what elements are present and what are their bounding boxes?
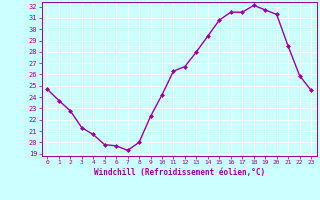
X-axis label: Windchill (Refroidissement éolien,°C): Windchill (Refroidissement éolien,°C) — [94, 168, 265, 177]
